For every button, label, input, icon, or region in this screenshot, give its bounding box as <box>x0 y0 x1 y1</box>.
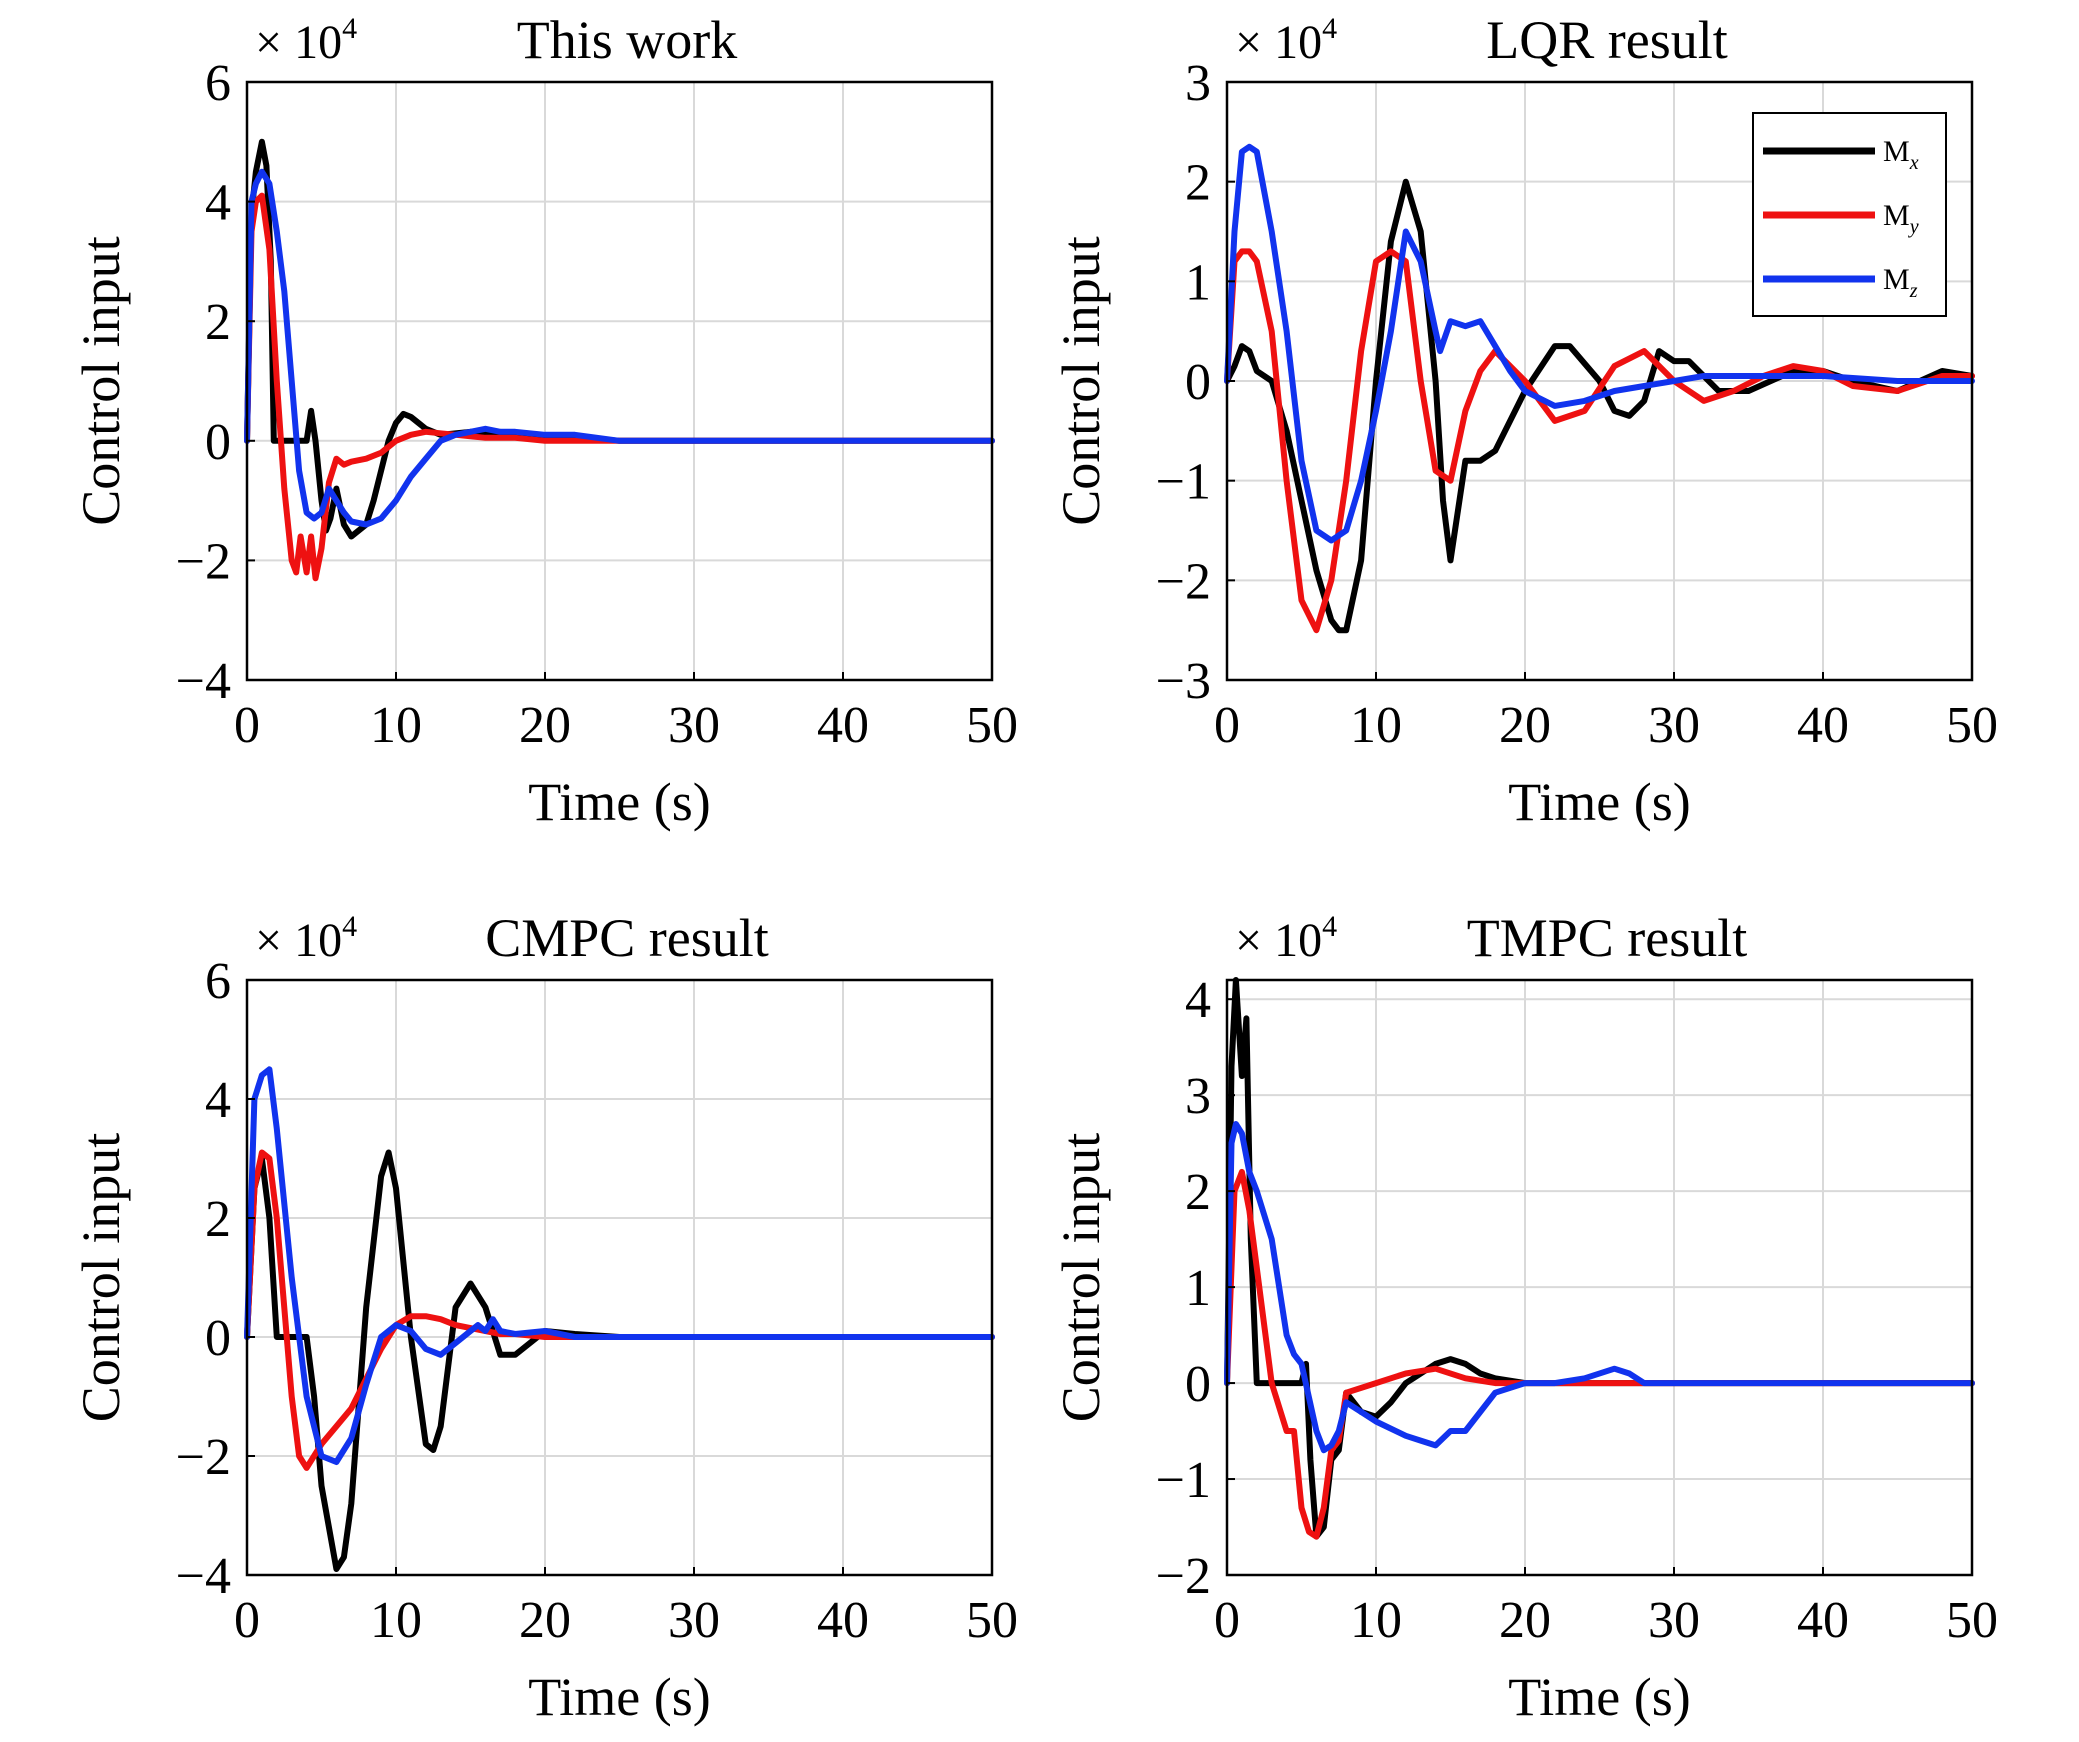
chart-title: TMPC result <box>1467 908 1748 968</box>
y-tick-label: −2 <box>176 533 231 590</box>
y-axis-title: Control input <box>1051 1133 1111 1423</box>
y-tick-label: 4 <box>1185 972 1211 1029</box>
chart-panel-2: 0 10 20 30 40 50 −3 −2 −1 0 1 2 3 Time (s) Control inp… <box>1051 10 1998 832</box>
x-tick-label: 10 <box>1350 1592 1402 1649</box>
y-tick-label: 2 <box>1185 1164 1211 1221</box>
x-tick-label: 50 <box>966 1592 1018 1649</box>
y-tick-label: 0 <box>205 1310 231 1367</box>
x-tick-label: 30 <box>1648 1592 1700 1649</box>
y-tick-label: 4 <box>205 175 231 232</box>
x-tick-label: 10 <box>370 1592 422 1649</box>
x-tick-label: 30 <box>668 1592 720 1649</box>
y-tick-label: 4 <box>205 1072 231 1129</box>
x-tick-label: 30 <box>668 697 720 754</box>
series-line-My <box>244 192 995 582</box>
y-tick-label: 0 <box>1185 354 1211 411</box>
y-tick-label: 6 <box>205 55 231 112</box>
y-tick-label: −4 <box>176 1548 231 1605</box>
y-tick-label: 3 <box>1185 1068 1211 1125</box>
y-axis-title: Control input <box>1051 236 1111 526</box>
y-tick-label: −4 <box>176 653 231 710</box>
x-axis-title: Time (s) <box>1508 772 1691 832</box>
x-axis-title: Time (s) <box>1508 1667 1691 1727</box>
x-tick-label: 0 <box>1214 697 1240 754</box>
series-line-Mz <box>244 168 995 528</box>
chart-title: CMPC result <box>485 908 769 968</box>
plot-frame <box>245 80 994 682</box>
plot-frame <box>245 978 994 1577</box>
y-tick-label: 0 <box>1185 1356 1211 1413</box>
chart-title: LQR result <box>1486 10 1727 70</box>
plot-area <box>247 82 992 680</box>
y-tick-label: −1 <box>1156 454 1211 511</box>
y-tick-label: 6 <box>205 953 231 1010</box>
y-tick-label: −2 <box>1156 553 1211 610</box>
y-tick-label: −2 <box>176 1429 231 1486</box>
axis-multiplier: × 104 <box>255 12 357 69</box>
y-tick-label: 2 <box>1185 155 1211 212</box>
x-tick-label: 40 <box>817 697 869 754</box>
y-axis-title: Control input <box>71 236 131 526</box>
chart-panel-3: 0 10 20 30 40 50 −4 −2 0 2 4 6 Time (s) Control input… <box>71 908 1018 1727</box>
x-tick-label: 40 <box>1797 1592 1849 1649</box>
series-line-Mz <box>1224 1121 1975 1454</box>
y-tick-label: 1 <box>1185 1260 1211 1317</box>
x-tick-label: 40 <box>817 1592 869 1649</box>
x-tick-label: 20 <box>1499 1592 1551 1649</box>
y-tick-label: −3 <box>1156 653 1211 710</box>
chart-panel-1: 0 10 20 30 40 50 −4 −2 0 2 4 6 Time (s) Control input… <box>71 10 1018 832</box>
plot-area <box>247 980 992 1575</box>
x-tick-label: 10 <box>1350 697 1402 754</box>
x-tick-label: 0 <box>234 1592 260 1649</box>
x-tick-label: 0 <box>234 697 260 754</box>
x-tick-label: 20 <box>519 697 571 754</box>
y-axis-title: Control input <box>71 1133 131 1423</box>
y-tick-label: 3 <box>1185 55 1211 112</box>
x-tick-label: 50 <box>966 697 1018 754</box>
y-tick-label: 0 <box>205 414 231 471</box>
chart-panel-4: 0 10 20 30 40 50 −2 −1 0 1 2 3 4 Time (s) Control inpu… <box>1051 908 1998 1727</box>
y-tick-label: 2 <box>205 294 231 351</box>
axis-multiplier: × 104 <box>1235 910 1337 967</box>
plot-area <box>1227 980 1972 1575</box>
x-axis-title: Time (s) <box>528 1667 711 1727</box>
x-tick-label: 0 <box>1214 1592 1240 1649</box>
chart-title: This work <box>517 10 737 70</box>
legend-label-Mx: Mx <box>1883 135 1919 174</box>
axis-multiplier: × 104 <box>1235 12 1337 69</box>
series-line-Mz <box>1224 143 1975 544</box>
x-tick-label: 20 <box>519 1592 571 1649</box>
y-tick-label: 2 <box>205 1191 231 1248</box>
plot-frame <box>1225 978 1974 1577</box>
series-line-Mx <box>1224 977 1975 1540</box>
x-tick-label: 50 <box>1946 697 1998 754</box>
y-tick-label: −2 <box>1156 1548 1211 1605</box>
x-tick-label: 40 <box>1797 697 1849 754</box>
x-tick-label: 30 <box>1648 697 1700 754</box>
x-tick-label: 20 <box>1499 697 1551 754</box>
y-tick-label: 1 <box>1185 254 1211 311</box>
legend-label-Mz: Mz <box>1883 263 1918 302</box>
series-line-Mz <box>244 1066 995 1465</box>
x-axis-title: Time (s) <box>528 772 711 832</box>
axis-multiplier: × 104 <box>255 910 357 967</box>
legend: Mx My Mz <box>1752 112 1947 317</box>
x-tick-label: 50 <box>1946 1592 1998 1649</box>
x-tick-label: 10 <box>370 697 422 754</box>
y-tick-label: −1 <box>1156 1452 1211 1509</box>
legend-label-My: My <box>1883 199 1919 238</box>
